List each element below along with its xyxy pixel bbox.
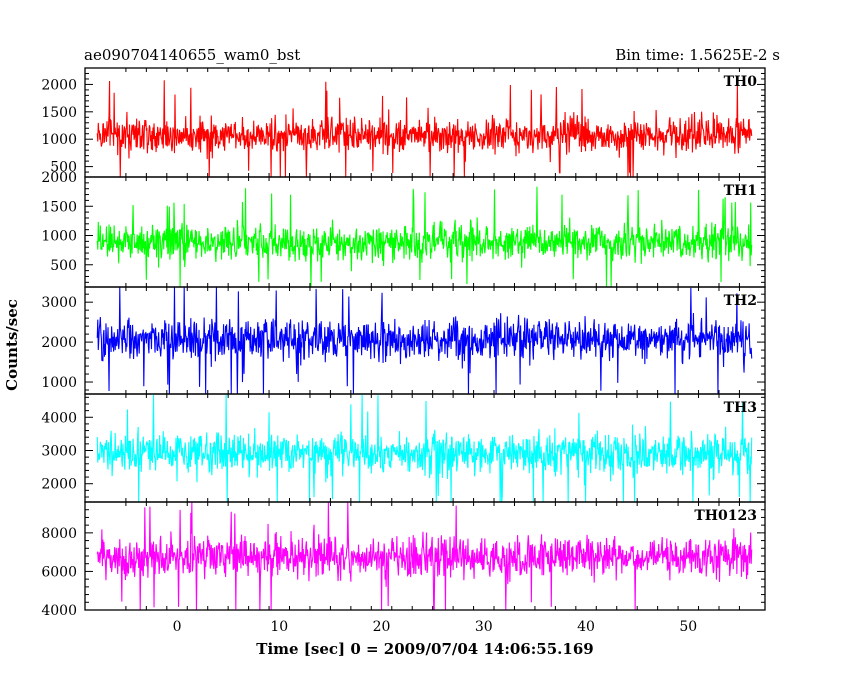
y-tick-label: 4000 <box>41 603 77 619</box>
panel-label-th2: TH2 <box>724 293 757 309</box>
panel-label-th1: TH1 <box>724 183 757 199</box>
x-tick-label: 30 <box>475 619 493 635</box>
y-tick-label: 500 <box>50 258 77 274</box>
panel-label-th0123: TH0123 <box>694 508 757 524</box>
y-tick-label: 3000 <box>41 443 77 459</box>
chart-title-left: ae090704140655_wam0_bst <box>84 46 300 64</box>
x-tick-label: 40 <box>577 619 595 635</box>
series-th0-line <box>96 80 753 178</box>
x-tick-label: 10 <box>270 619 288 635</box>
y-tick-label: 1000 <box>41 229 77 245</box>
panel-th3: 2000 3000 4000 TH3 <box>41 393 766 503</box>
y-tick-label: 3000 <box>41 295 77 311</box>
chart-title-right: Bin time: 1.5625E-2 s <box>615 46 780 64</box>
panel-th0123: 4000 6000 8000 TH0123 <box>41 501 766 619</box>
panel-frame <box>84 67 766 178</box>
x-tick-label: 50 <box>679 619 697 635</box>
panel-th1: 500 1000 1500 2000 TH1 <box>41 170 766 288</box>
y-tick-label: 1500 <box>41 199 77 215</box>
y-tick-label: 1000 <box>41 132 77 148</box>
y-tick-label: 500 <box>50 160 77 176</box>
y-tick-label: 2000 <box>41 77 77 93</box>
panel-label-th0: TH0 <box>724 74 758 90</box>
series-th1-line <box>96 186 753 287</box>
series-th0123-line <box>96 501 753 611</box>
panel-label-th3: TH3 <box>724 400 757 416</box>
y-tick-label: 2000 <box>41 170 77 186</box>
x-axis-title: Time [sec] 0 = 2009/07/04 14:06:55.169 <box>256 640 593 658</box>
series-th3-line <box>96 393 753 503</box>
y-tick-label: 4000 <box>41 410 77 426</box>
x-axis: 0 10 20 30 40 50 <box>173 619 698 635</box>
y-tick-label: 1500 <box>41 105 77 121</box>
y-tick-label: 1000 <box>41 375 77 391</box>
x-tick-label: 20 <box>373 619 391 635</box>
y-tick-label: 6000 <box>41 564 77 580</box>
y-tick-label: 2000 <box>41 335 77 351</box>
y-axis-title: Counts/sec <box>3 299 21 391</box>
y-tick-label: 2000 <box>41 477 77 493</box>
x-tick-label: 0 <box>173 619 182 635</box>
panel-th2: 1000 2000 3000 TH2 <box>41 286 766 395</box>
y-tick-label: 8000 <box>41 526 77 542</box>
series-th2-line <box>96 286 753 395</box>
panel-th0: 500 1000 1500 2000 TH0 <box>41 67 766 178</box>
